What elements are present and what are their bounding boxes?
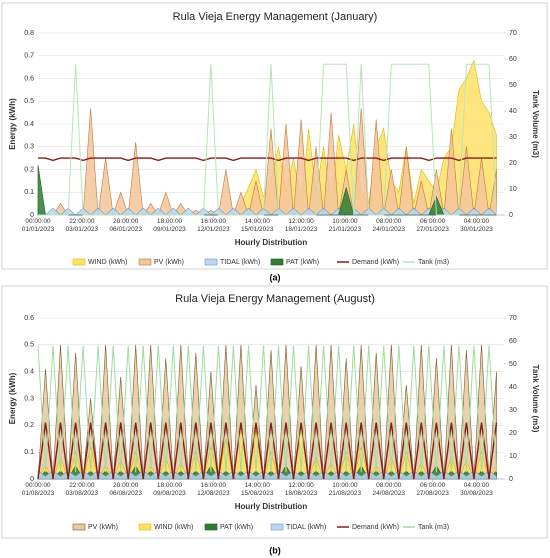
- x-tick-label: 18:00:00 09/08/2023: [153, 482, 186, 497]
- legend-swatch: [204, 523, 218, 531]
- x-tick-label: 16:00:00 12/08/2023: [197, 482, 230, 497]
- caption: (a): [270, 272, 281, 282]
- y2-tick-label: 10: [509, 186, 517, 193]
- y-tick-label: 0.6: [24, 75, 34, 82]
- y-tick-label: 0.3: [24, 395, 34, 402]
- x-tick-label: 14:00:00 15/01/2023: [240, 218, 274, 233]
- y-tick-label: 0.5: [24, 342, 34, 349]
- legend-swatch: [270, 523, 284, 531]
- x-tick-label: 16:00:00 12/01/2023: [197, 218, 230, 233]
- x-tick-label: 12:00:00 18/08/2023: [284, 482, 318, 497]
- caption: (b): [269, 545, 281, 555]
- y-tick-label: 0.1: [24, 449, 34, 456]
- legend-label: PAT (kWh): [286, 259, 319, 266]
- x-axis-title: Hourly Distribution: [235, 502, 308, 511]
- legend-label: WIND (kWh): [154, 524, 193, 531]
- x-tick-label: 08:00:00 24/08/2023: [372, 482, 406, 497]
- area-series: [38, 108, 497, 217]
- x-tick-label: 22:00:00 03/08/2023: [65, 482, 99, 497]
- x-tick-label: 10:00:00 21/01/2023: [328, 218, 362, 233]
- y-tick-label: 0: [30, 476, 34, 483]
- legend-swatch: [72, 258, 86, 266]
- line-series: [38, 63, 497, 216]
- y2-tick-label: 30: [509, 407, 517, 414]
- x-tick-label: 14:00:00 15/08/2023: [240, 482, 274, 497]
- y-tick-label: 0.8: [24, 30, 34, 37]
- y2-tick-label: 70: [509, 315, 517, 322]
- y-tick-label: 0.4: [24, 369, 34, 376]
- y-tick-label: 0.2: [24, 422, 34, 429]
- legend-label: Demand (kWh): [352, 524, 399, 531]
- legend-label: Tank (m3): [418, 524, 449, 531]
- y-tick-label: 0.3: [24, 144, 34, 151]
- x-tick-label: 20:00:00 06/08/2023: [109, 482, 142, 497]
- legend-label: TIDAL (kWh): [286, 524, 326, 531]
- x-tick-label: 20:00:00 06/01/2023: [109, 218, 142, 233]
- y2-tick-label: 60: [509, 338, 517, 345]
- x-tick-label: 00:00:00 01/08/2023: [21, 482, 55, 497]
- x-tick-label: 12:00:00 18/01/2023: [284, 218, 318, 233]
- x-tick-label: 10:00:00 21/08/2023: [328, 482, 362, 497]
- y2-tick-label: 20: [509, 160, 517, 167]
- x-axis-title: Hourly Distribution: [235, 238, 308, 247]
- x-tick-label: 08:00:00 24/01/2023: [372, 218, 406, 233]
- x-tick-label: 06:00:00 27/08/2023: [416, 482, 449, 497]
- y2-tick-label: 70: [509, 30, 517, 37]
- line-series: [37, 345, 497, 473]
- y2-tick-label: 0: [509, 212, 513, 219]
- y-tick-label: 0: [30, 212, 34, 219]
- x-tick-label: 18:00:00 09/01/2023: [153, 218, 186, 233]
- y2-tick-label: 0: [509, 476, 513, 483]
- y-axis-title: Energy (kWh): [8, 372, 17, 424]
- y-tick-label: 0.5: [24, 98, 34, 105]
- y2-tick-label: 30: [509, 134, 517, 141]
- panel-border: [1, 285, 548, 539]
- y2-tick-label: 50: [509, 361, 517, 368]
- y-axis-title: Energy (kWh): [8, 98, 17, 150]
- y2-tick-label: 40: [509, 108, 517, 115]
- legend-swatch: [138, 258, 152, 266]
- y2-tick-label: 50: [509, 82, 517, 89]
- y-tick-label: 0.2: [24, 166, 34, 173]
- line-series: [37, 422, 498, 480]
- legend-label: TIDAL (kWh): [220, 259, 260, 266]
- chart-title: Rula Vieja Energy Management (January): [173, 11, 378, 23]
- area-series: [37, 470, 497, 480]
- y2-axis-title: Tank Volume (m3): [531, 90, 540, 158]
- x-tick-label: 04:00:00 30/08/2023: [460, 482, 493, 497]
- y2-tick-label: 20: [509, 430, 517, 437]
- y2-tick-label: 10: [509, 453, 517, 460]
- legend-label: PV (kWh): [88, 524, 118, 531]
- y-tick-label: 0.6: [24, 315, 34, 322]
- legend-label: WIND (kWh): [88, 259, 127, 266]
- y-tick-label: 0.4: [24, 121, 34, 128]
- y-tick-label: 0.1: [24, 189, 34, 196]
- y2-tick-label: 60: [509, 56, 517, 63]
- legend-label: PV (kWh): [154, 259, 184, 266]
- chart-title: Rula Vieja Energy Management (August): [175, 293, 375, 305]
- line-series: [38, 157, 497, 162]
- panel-border: [1, 2, 548, 270]
- legend-swatch: [204, 258, 218, 266]
- legend-label: Tank (m3): [418, 259, 449, 266]
- x-tick-label: 04:00:00 30/01/2023: [460, 218, 493, 233]
- legend-swatch: [72, 523, 86, 531]
- x-tick-label: 22:00:00 03/01/2023: [65, 218, 99, 233]
- y-tick-label: 0.7: [24, 53, 34, 60]
- legend-label: Demand (kWh): [352, 259, 399, 266]
- x-tick-label: 06:00:00 27/01/2023: [416, 218, 449, 233]
- y2-axis-title: Tank Volume (m3): [531, 365, 540, 433]
- legend-swatch: [270, 258, 284, 266]
- x-tick-label: 00:00:00 01/01/2023: [21, 218, 55, 233]
- y2-tick-label: 40: [509, 384, 517, 391]
- legend-swatch: [138, 523, 152, 531]
- legend-label: PAT (kWh): [220, 524, 253, 531]
